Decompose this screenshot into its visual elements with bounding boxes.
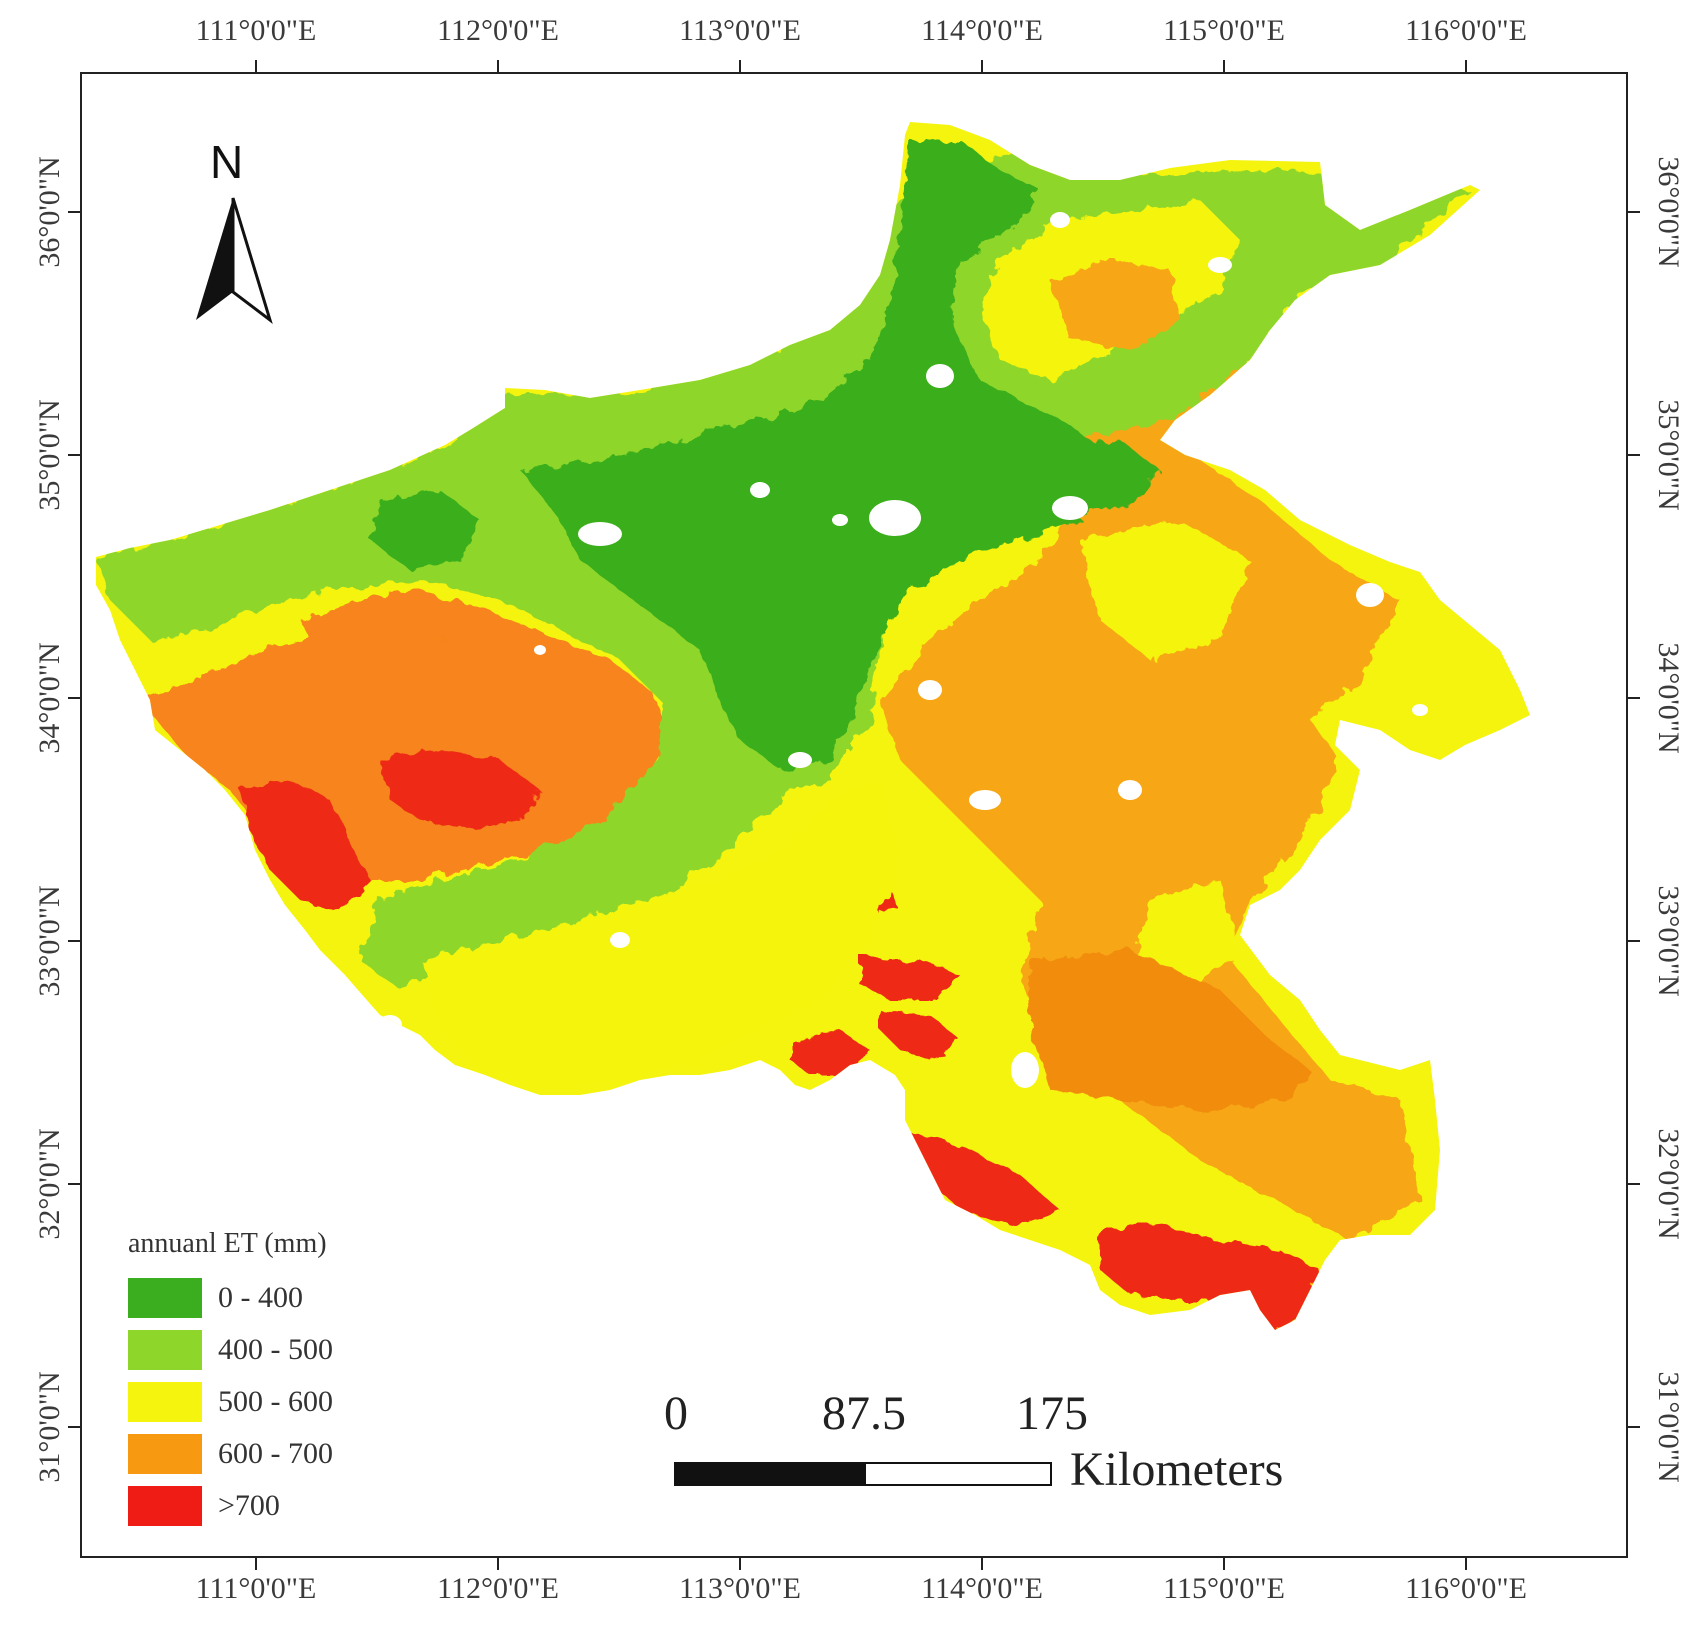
frame-tick [1223,1558,1225,1570]
frame-tick [255,60,257,72]
legend-item: >700 [128,1480,333,1532]
frame-tick [1465,60,1467,72]
scale-label: 0 [664,1386,688,1441]
legend-item: 0 - 400 [128,1272,333,1324]
legend-swatch [128,1434,202,1474]
frame-tick [68,940,80,942]
frame-tick [255,1558,257,1570]
scale-unit: Kilometers [1070,1442,1283,1497]
frame-tick [1628,454,1640,456]
scale-label: 175 [1016,1386,1088,1441]
frame-tick [1628,697,1640,699]
legend-label: 500 - 600 [218,1385,333,1419]
legend-title: annuanl ET (mm) [128,1228,333,1260]
legend: annuanl ET (mm) 0 - 400 400 - 500 500 - … [128,1228,333,1532]
legend-label: 600 - 700 [218,1437,333,1471]
frame-tick [1628,940,1640,942]
frame-tick [1465,1558,1467,1570]
frame-tick [981,60,983,72]
scale-segment-filled [674,1462,864,1486]
scale-bar: 0 87.5 175 Kilometers [670,1386,1390,1506]
frame-tick [68,1426,80,1428]
legend-label: 0 - 400 [218,1281,303,1315]
north-arrow-icon [196,198,270,320]
scale-label: 87.5 [822,1386,906,1441]
legend-item: 400 - 500 [128,1324,333,1376]
legend-item: 600 - 700 [128,1428,333,1480]
frame-tick [68,697,80,699]
legend-swatch [128,1330,202,1370]
legend-swatch [128,1278,202,1318]
frame-tick [68,1183,80,1185]
frame-tick [739,60,741,72]
legend-swatch [128,1486,202,1526]
frame-tick [497,60,499,72]
legend-label: >700 [218,1489,280,1523]
north-label: N [210,135,243,189]
frame-tick [68,454,80,456]
frame-tick [68,211,80,213]
legend-item: 500 - 600 [128,1376,333,1428]
frame-tick [1628,211,1640,213]
frame-tick [1628,1426,1640,1428]
legend-label: 400 - 500 [218,1333,333,1367]
frame-tick [497,1558,499,1570]
legend-swatch [128,1382,202,1422]
province-fill [80,100,1550,1360]
scale-segment-empty [864,1462,1052,1486]
frame-tick [1628,1183,1640,1185]
frame-tick [981,1558,983,1570]
frame-tick [739,1558,741,1570]
frame-tick [1223,60,1225,72]
